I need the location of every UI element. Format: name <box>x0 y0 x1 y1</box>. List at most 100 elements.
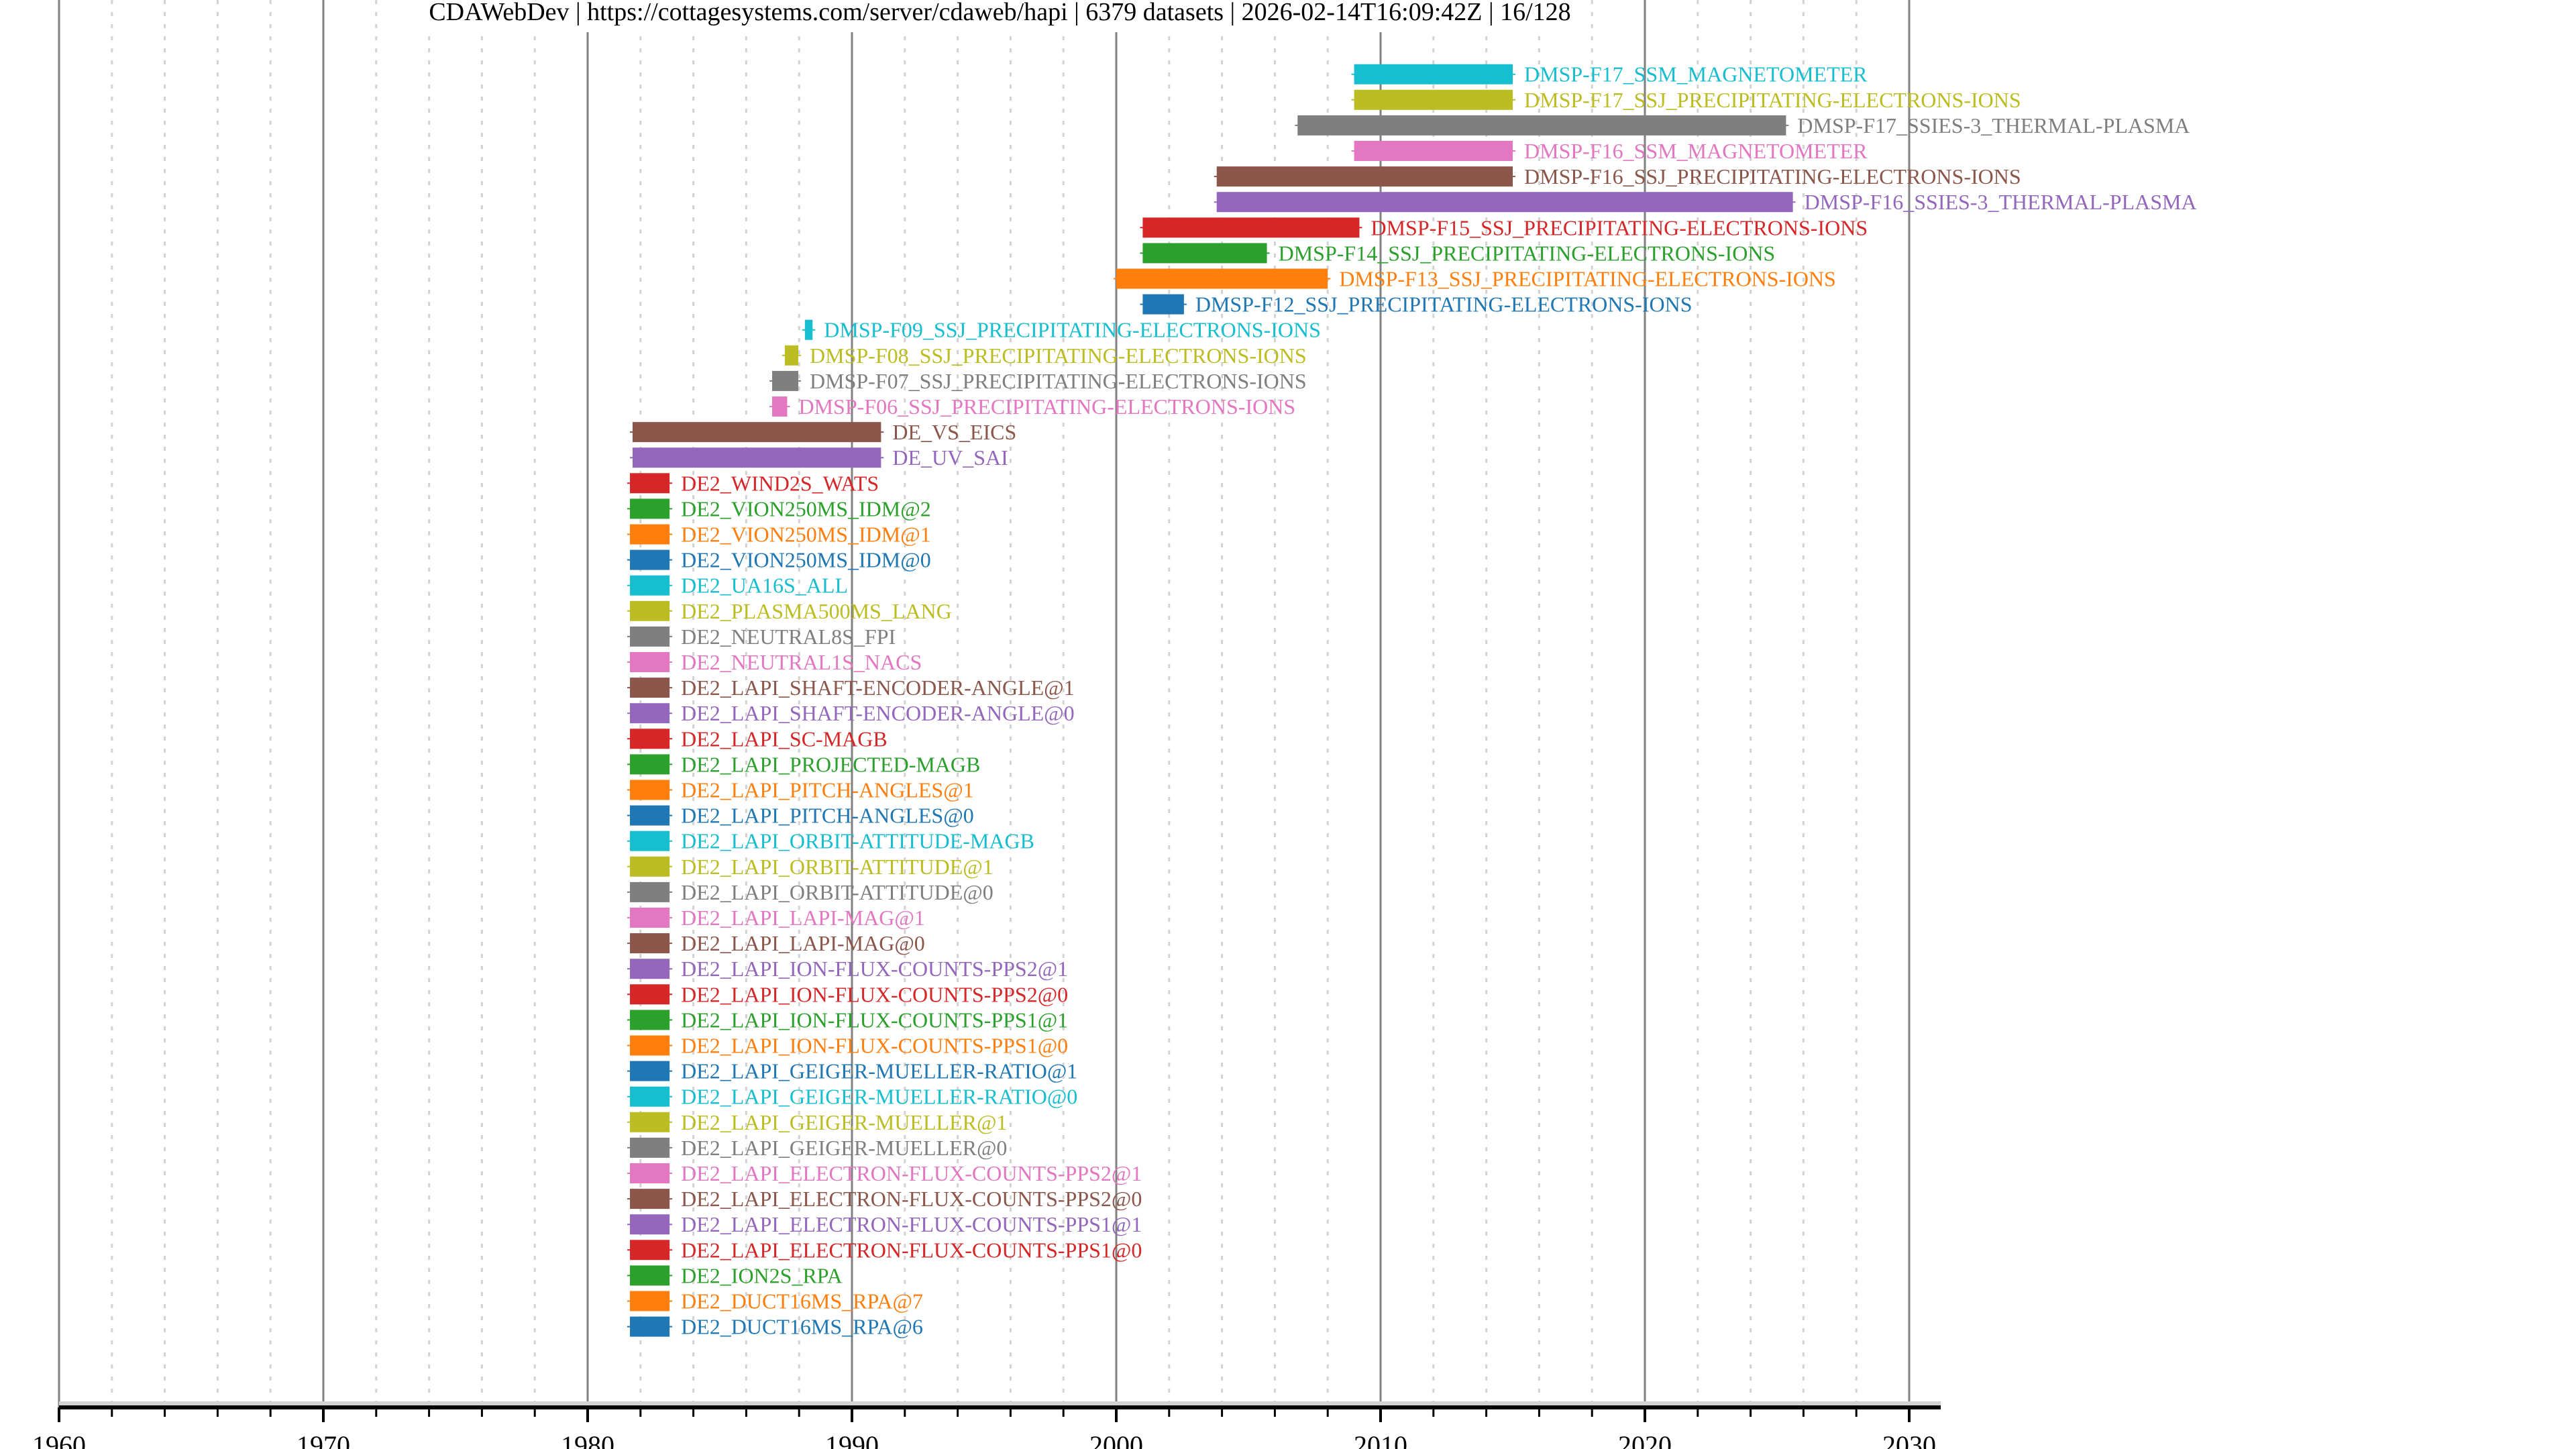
dataset-label[interactable]: DE2_LAPI_ORBIT-ATTITUDE-MAGB <box>681 829 1034 853</box>
dataset-label[interactable]: DMSP-F16_SSJ_PRECIPITATING-ELECTRONS-ION… <box>1524 164 2021 189</box>
dataset-row[interactable]: DE2_LAPI_PITCH-ANGLES@1 <box>627 778 974 802</box>
dataset-row[interactable]: DMSP-F15_SSJ_PRECIPITATING-ELECTRONS-ION… <box>1140 215 1868 239</box>
dataset-label[interactable]: DE2_LAPI_PROJECTED-MAGB <box>681 752 980 776</box>
dataset-row[interactable]: DE2_LAPI_ELECTRON-FLUX-COUNTS-PPS2@0 <box>627 1187 1142 1211</box>
dataset-row[interactable]: DE_UV_SAI <box>629 445 1008 470</box>
dataset-row[interactable]: DE2_UA16S_ALL <box>627 574 848 598</box>
dataset-row[interactable]: DMSP-F17_SSM_MAGNETOMETER <box>1351 62 1868 87</box>
dataset-label[interactable]: DE2_LAPI_ION-FLUX-COUNTS-PPS1@0 <box>681 1034 1068 1058</box>
dataset-row[interactable]: DE2_DUCT16MS_RPA@7 <box>627 1289 923 1313</box>
dataset-label[interactable]: DE2_LAPI_SHAFT-ENCODER-ANGLE@0 <box>681 701 1075 725</box>
dataset-row[interactable]: DMSP-F09_SSJ_PRECIPITATING-ELECTRONS-ION… <box>802 318 1321 342</box>
dataset-row[interactable]: DE2_LAPI_GEIGER-MUELLER-RATIO@1 <box>627 1059 1077 1083</box>
dataset-label[interactable]: DE2_LAPI_ORBIT-ATTITUDE@1 <box>681 855 994 879</box>
dataset-label[interactable]: DE2_LAPI_GEIGER-MUELLER-RATIO@0 <box>681 1085 1077 1109</box>
dataset-row[interactable]: DMSP-F14_SSJ_PRECIPITATING-ELECTRONS-ION… <box>1140 241 1775 265</box>
dataset-label[interactable]: DMSP-F09_SSJ_PRECIPITATING-ELECTRONS-ION… <box>824 318 1321 342</box>
dataset-row[interactable]: DE2_LAPI_ORBIT-ATTITUDE@0 <box>627 880 994 904</box>
dataset-label[interactable]: DMSP-F16_SSIES-3_THERMAL-PLASMA <box>1805 190 2197 214</box>
dataset-label[interactable]: DE2_LAPI_ION-FLUX-COUNTS-PPS2@0 <box>681 982 1068 1006</box>
dataset-row[interactable]: DE2_LAPI_GEIGER-MUELLER-RATIO@0 <box>627 1085 1077 1109</box>
dataset-row[interactable]: DE2_LAPI_ION-FLUX-COUNTS-PPS2@1 <box>627 957 1068 981</box>
dataset-row[interactable]: DE2_LAPI_GEIGER-MUELLER@0 <box>627 1136 1007 1160</box>
dataset-row[interactable]: DE2_NEUTRAL1S_NACS <box>627 650 922 674</box>
dataset-row[interactable]: DE2_LAPI_GEIGER-MUELLER@1 <box>627 1110 1007 1134</box>
dataset-row[interactable]: DMSP-F13_SSJ_PRECIPITATING-ELECTRONS-ION… <box>1114 267 1836 291</box>
dataset-label[interactable]: DMSP-F16_SSM_MAGNETOMETER <box>1524 139 1868 163</box>
dataset-label[interactable]: DE2_LAPI_ELECTRON-FLUX-COUNTS-PPS2@1 <box>681 1161 1142 1185</box>
dataset-row[interactable]: DMSP-F16_SSIES-3_THERMAL-PLASMA <box>1214 190 2197 214</box>
dataset-label[interactable]: DE2_DUCT16MS_RPA@7 <box>681 1289 923 1313</box>
dataset-label[interactable]: DE2_LAPI_PITCH-ANGLES@0 <box>681 804 974 828</box>
dataset-label[interactable]: DE2_LAPI_GEIGER-MUELLER@1 <box>681 1110 1007 1134</box>
dataset-row[interactable]: DE2_LAPI_ION-FLUX-COUNTS-PPS1@1 <box>627 1008 1068 1032</box>
dataset-label[interactable]: DE2_VION250MS_IDM@1 <box>681 523 931 547</box>
dataset-label[interactable]: DE2_NEUTRAL1S_NACS <box>681 650 922 674</box>
dataset-label[interactable]: DMSP-F12_SSJ_PRECIPITATING-ELECTRONS-ION… <box>1195 292 1693 317</box>
dataset-row[interactable]: DMSP-F17_SSIES-3_THERMAL-PLASMA <box>1295 113 2190 138</box>
dataset-label[interactable]: DE2_NEUTRAL8S_FPI <box>681 625 896 649</box>
dataset-row[interactable]: DE2_LAPI_ORBIT-ATTITUDE@1 <box>627 855 994 879</box>
dataset-row[interactable]: DMSP-F16_SSM_MAGNETOMETER <box>1351 139 1868 163</box>
dataset-label[interactable]: DE2_LAPI_ELECTRON-FLUX-COUNTS-PPS1@1 <box>681 1212 1142 1236</box>
dataset-label[interactable]: DE2_WIND2S_WATS <box>681 471 879 495</box>
dataset-label[interactable]: DE2_UA16S_ALL <box>681 574 848 598</box>
dataset-row[interactable]: DMSP-F12_SSJ_PRECIPITATING-ELECTRONS-ION… <box>1140 292 1693 317</box>
dataset-label[interactable]: DMSP-F15_SSJ_PRECIPITATING-ELECTRONS-ION… <box>1371 215 1868 239</box>
dataset-row[interactable]: DE2_LAPI_PROJECTED-MAGB <box>627 752 980 776</box>
dataset-label[interactable]: DE2_LAPI_LAPI-MAG@1 <box>681 906 925 930</box>
dataset-label[interactable]: DE2_LAPI_ELECTRON-FLUX-COUNTS-PPS2@0 <box>681 1187 1142 1211</box>
dataset-label[interactable]: DE_UV_SAI <box>892 445 1008 470</box>
dataset-row[interactable]: DMSP-F17_SSJ_PRECIPITATING-ELECTRONS-ION… <box>1351 88 2021 112</box>
dataset-label[interactable]: DMSP-F14_SSJ_PRECIPITATING-ELECTRONS-ION… <box>1279 241 1776 265</box>
dataset-label[interactable]: DE2_PLASMA500MS_LANG <box>681 599 952 623</box>
dataset-label[interactable]: DE2_LAPI_ELECTRON-FLUX-COUNTS-PPS1@0 <box>681 1238 1142 1262</box>
dataset-label[interactable]: DE2_VION250MS_IDM@2 <box>681 496 931 521</box>
dataset-row[interactable]: DE2_NEUTRAL8S_FPI <box>627 625 896 649</box>
dataset-row[interactable]: DE2_PLASMA500MS_LANG <box>627 599 952 623</box>
dataset-row[interactable]: DE2_WIND2S_WATS <box>627 471 879 495</box>
dataset-row[interactable]: DE2_LAPI_ELECTRON-FLUX-COUNTS-PPS1@1 <box>627 1212 1142 1236</box>
dataset-row[interactable]: DE2_LAPI_LAPI-MAG@1 <box>627 906 925 930</box>
dataset-row[interactable]: DE2_LAPI_SHAFT-ENCODER-ANGLE@0 <box>627 701 1075 725</box>
dataset-row[interactable]: DE2_LAPI_SHAFT-ENCODER-ANGLE@1 <box>627 676 1075 700</box>
dataset-label[interactable]: DE2_VION250MS_IDM@0 <box>681 548 931 572</box>
dataset-label[interactable]: DE2_LAPI_SC-MAGB <box>681 727 888 751</box>
dataset-label[interactable]: DE2_DUCT16MS_RPA@6 <box>681 1315 923 1339</box>
dataset-row[interactable]: DE2_LAPI_SC-MAGB <box>627 727 888 751</box>
dataset-row[interactable]: DE2_VION250MS_IDM@0 <box>627 548 931 572</box>
dataset-row[interactable]: DE2_VION250MS_IDM@2 <box>627 496 931 521</box>
dataset-row[interactable]: DMSP-F07_SSJ_PRECIPITATING-ELECTRONS-ION… <box>769 369 1307 393</box>
dataset-row[interactable]: DE2_LAPI_ELECTRON-FLUX-COUNTS-PPS2@1 <box>627 1161 1142 1185</box>
dataset-label[interactable]: DMSP-F17_SSJ_PRECIPITATING-ELECTRONS-ION… <box>1524 88 2021 112</box>
dataset-row[interactable]: DE2_LAPI_PITCH-ANGLES@0 <box>627 804 974 828</box>
dataset-label[interactable]: DMSP-F07_SSJ_PRECIPITATING-ELECTRONS-ION… <box>810 369 1307 393</box>
dataset-label[interactable]: DE2_LAPI_PITCH-ANGLES@1 <box>681 778 974 802</box>
dataset-row[interactable]: DE_VS_EICS <box>629 420 1016 444</box>
dataset-label[interactable]: DMSP-F17_SSM_MAGNETOMETER <box>1524 62 1868 87</box>
dataset-row[interactable]: DMSP-F08_SSJ_PRECIPITATING-ELECTRONS-ION… <box>782 343 1307 368</box>
dataset-label[interactable]: DE_VS_EICS <box>892 420 1016 444</box>
dataset-label[interactable]: DE2_LAPI_ION-FLUX-COUNTS-PPS1@1 <box>681 1008 1068 1032</box>
dataset-label[interactable]: DE2_LAPI_GEIGER-MUELLER-RATIO@1 <box>681 1059 1077 1083</box>
dataset-row[interactable]: DE2_VION250MS_IDM@1 <box>627 523 931 547</box>
dataset-row[interactable]: DMSP-F16_SSJ_PRECIPITATING-ELECTRONS-ION… <box>1214 164 2021 189</box>
dataset-row[interactable]: DE2_LAPI_LAPI-MAG@0 <box>627 931 925 955</box>
dataset-row[interactable]: DE2_LAPI_ION-FLUX-COUNTS-PPS2@0 <box>627 982 1068 1006</box>
dataset-row[interactable]: DE2_LAPI_ORBIT-ATTITUDE-MAGB <box>627 829 1034 853</box>
dataset-row[interactable]: DE2_LAPI_ELECTRON-FLUX-COUNTS-PPS1@0 <box>627 1238 1142 1262</box>
dataset-label[interactable]: DE2_LAPI_LAPI-MAG@0 <box>681 931 925 955</box>
dataset-row[interactable]: DE2_ION2S_RPA <box>627 1263 843 1287</box>
dataset-row[interactable]: DE2_DUCT16MS_RPA@6 <box>627 1315 923 1339</box>
dataset-label[interactable]: DMSP-F06_SSJ_PRECIPITATING-ELECTRONS-ION… <box>798 394 1295 419</box>
dataset-label[interactable]: DMSP-F08_SSJ_PRECIPITATING-ELECTRONS-ION… <box>810 343 1307 368</box>
dataset-label[interactable]: DE2_ION2S_RPA <box>681 1263 843 1287</box>
dataset-label[interactable]: DMSP-F13_SSJ_PRECIPITATING-ELECTRONS-ION… <box>1339 267 1836 291</box>
dataset-label[interactable]: DE2_LAPI_ION-FLUX-COUNTS-PPS2@1 <box>681 957 1068 981</box>
dataset-row[interactable]: DE2_LAPI_ION-FLUX-COUNTS-PPS1@0 <box>627 1034 1068 1058</box>
dataset-label[interactable]: DE2_LAPI_SHAFT-ENCODER-ANGLE@1 <box>681 676 1075 700</box>
dataset-label[interactable]: DE2_LAPI_ORBIT-ATTITUDE@0 <box>681 880 994 904</box>
dataset-row[interactable]: DMSP-F06_SSJ_PRECIPITATING-ELECTRONS-ION… <box>769 394 1295 419</box>
dataset-label[interactable]: DMSP-F17_SSIES-3_THERMAL-PLASMA <box>1797 113 2190 138</box>
dataset-label[interactable]: DE2_LAPI_GEIGER-MUELLER@0 <box>681 1136 1007 1160</box>
